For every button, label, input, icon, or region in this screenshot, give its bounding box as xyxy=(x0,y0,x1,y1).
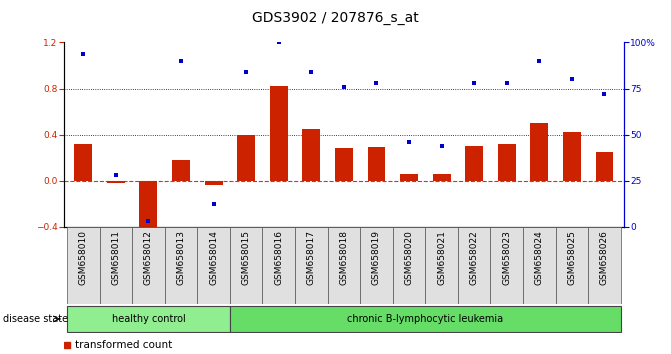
Bar xyxy=(498,144,516,181)
Bar xyxy=(67,227,99,304)
Bar xyxy=(262,227,295,304)
Bar xyxy=(132,227,164,304)
Bar xyxy=(458,227,491,304)
Bar xyxy=(465,146,483,181)
Text: GSM658018: GSM658018 xyxy=(340,230,348,285)
Bar xyxy=(230,306,621,332)
Bar xyxy=(99,227,132,304)
Text: GSM658020: GSM658020 xyxy=(405,230,413,285)
Bar xyxy=(295,227,327,304)
Bar xyxy=(335,148,353,181)
Text: GSM658016: GSM658016 xyxy=(274,230,283,285)
Point xyxy=(306,69,317,75)
Point xyxy=(469,80,480,86)
Text: GSM658021: GSM658021 xyxy=(437,230,446,285)
Bar xyxy=(556,227,588,304)
Text: GSM658026: GSM658026 xyxy=(600,230,609,285)
Bar xyxy=(197,227,230,304)
Point xyxy=(143,218,154,224)
Bar xyxy=(400,174,418,181)
Bar xyxy=(67,306,230,332)
Bar xyxy=(270,86,288,181)
Text: GSM658019: GSM658019 xyxy=(372,230,381,285)
Text: GSM658024: GSM658024 xyxy=(535,230,544,285)
Text: transformed count: transformed count xyxy=(75,340,172,350)
Point xyxy=(176,58,187,64)
Point xyxy=(534,58,545,64)
Text: GSM658013: GSM658013 xyxy=(176,230,185,285)
Point xyxy=(566,76,577,82)
Bar xyxy=(327,227,360,304)
Bar xyxy=(172,160,190,181)
Point xyxy=(78,51,89,56)
Bar xyxy=(530,123,548,181)
Text: GSM658023: GSM658023 xyxy=(503,230,511,285)
Text: GSM658014: GSM658014 xyxy=(209,230,218,285)
Text: GSM658010: GSM658010 xyxy=(79,230,88,285)
Bar xyxy=(596,152,613,181)
Bar xyxy=(74,144,92,181)
Text: GSM658025: GSM658025 xyxy=(568,230,576,285)
Bar xyxy=(588,227,621,304)
Bar xyxy=(303,129,320,181)
Point xyxy=(338,84,349,90)
Text: GSM658015: GSM658015 xyxy=(242,230,251,285)
Point xyxy=(111,172,121,178)
Bar xyxy=(164,227,197,304)
Bar xyxy=(425,227,458,304)
Bar xyxy=(205,181,223,185)
Text: chronic B-lymphocytic leukemia: chronic B-lymphocytic leukemia xyxy=(348,314,503,324)
Point xyxy=(404,139,415,145)
Point xyxy=(436,143,447,148)
Bar xyxy=(368,147,385,181)
Bar xyxy=(523,227,556,304)
Point xyxy=(273,40,284,45)
Point xyxy=(208,202,219,207)
Bar xyxy=(107,181,125,183)
Bar xyxy=(491,227,523,304)
Bar xyxy=(393,227,425,304)
Bar xyxy=(563,132,581,181)
Bar xyxy=(360,227,393,304)
Point xyxy=(371,80,382,86)
Point xyxy=(241,69,252,75)
Text: GDS3902 / 207876_s_at: GDS3902 / 207876_s_at xyxy=(252,11,419,25)
Text: GSM658022: GSM658022 xyxy=(470,230,478,285)
Bar xyxy=(140,181,158,244)
Text: GSM658017: GSM658017 xyxy=(307,230,316,285)
Point xyxy=(599,91,610,97)
Text: GSM658012: GSM658012 xyxy=(144,230,153,285)
Bar xyxy=(433,174,450,181)
Text: GSM658011: GSM658011 xyxy=(111,230,120,285)
Bar xyxy=(238,135,255,181)
Point xyxy=(501,80,512,86)
Bar xyxy=(230,227,262,304)
Text: disease state: disease state xyxy=(3,314,68,324)
Text: healthy control: healthy control xyxy=(111,314,185,324)
